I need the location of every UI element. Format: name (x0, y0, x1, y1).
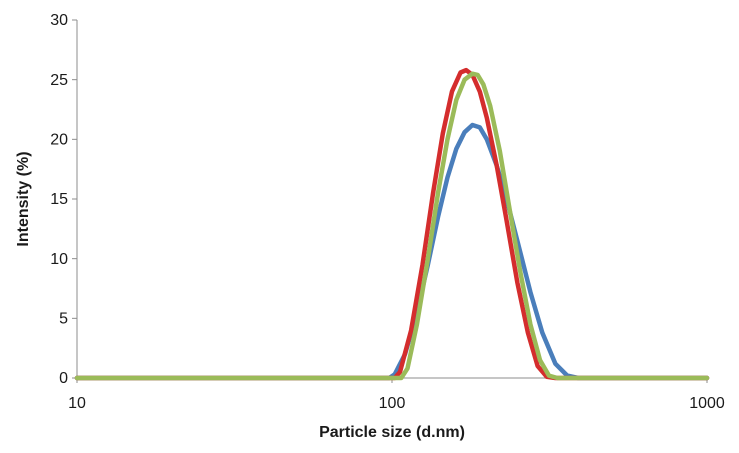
x-axis-title: Particle size (d.nm) (319, 424, 465, 441)
y-tick-label: 0 (59, 370, 68, 387)
y-axis-title: Intensity (%) (15, 151, 32, 246)
y-tick-label: 10 (50, 251, 68, 268)
chart-series (74, 67, 710, 381)
chart-axes (76, 20, 707, 379)
series-line-2 (74, 67, 710, 381)
y-tick-label: 20 (50, 132, 68, 149)
chart-ticks: 0 5 10 15 20 25 30 10 100 1000 (50, 12, 725, 412)
x-tick-label: 100 (379, 395, 406, 412)
x-tick-label: 10 (68, 395, 86, 412)
series-line-1 (74, 122, 710, 381)
x-tick-label: 1000 (689, 395, 725, 412)
y-tick-label: 15 (50, 191, 68, 208)
y-tick-label: 25 (50, 72, 68, 89)
y-tick-label: 5 (59, 311, 68, 328)
y-tick-label: 30 (50, 12, 68, 29)
series-line-3 (74, 71, 710, 381)
